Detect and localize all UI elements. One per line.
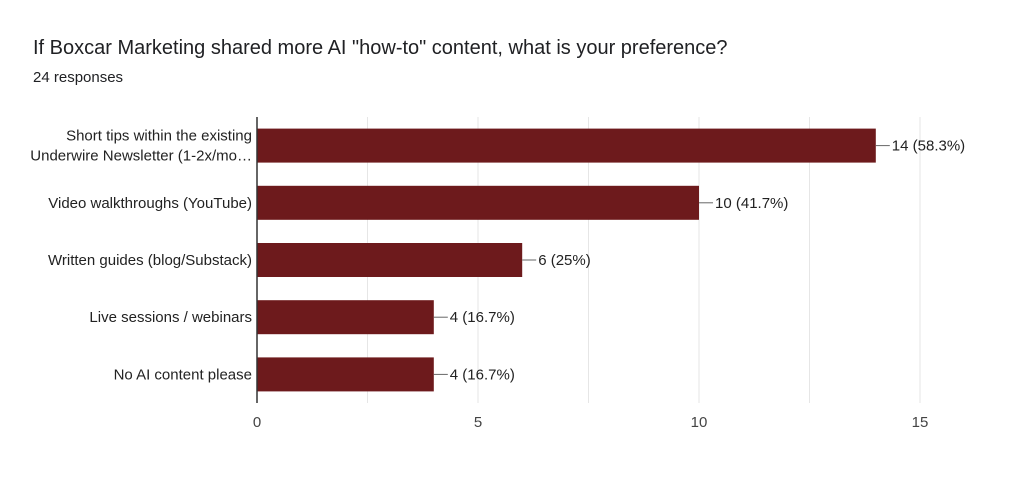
bar <box>257 128 876 163</box>
x-tick-label: 0 <box>253 414 261 431</box>
data-label: 4 (16.7%) <box>450 366 515 383</box>
data-label: 6 (25%) <box>538 252 591 269</box>
data-label: 4 (16.7%) <box>450 309 515 326</box>
x-tick-label: 15 <box>912 414 929 431</box>
category-label: Live sessions / webinars <box>89 309 252 326</box>
bar <box>257 243 523 277</box>
x-tick-label: 10 <box>691 414 708 431</box>
chart-title: If Boxcar Marketing shared more AI "how-… <box>33 37 728 59</box>
category-label: Underwire Newsletter (1-2x/mo… <box>30 148 252 165</box>
category-label: Video walkthroughs (YouTube) <box>48 195 252 212</box>
data-label: 14 (58.3%) <box>892 138 965 155</box>
bar <box>257 300 434 335</box>
x-tick-label: 5 <box>474 414 482 431</box>
data-label: 10 (41.7%) <box>715 195 788 212</box>
category-label: Written guides (blog/Substack) <box>48 252 252 269</box>
bar <box>257 357 434 392</box>
response-count: 24 responses <box>33 69 124 86</box>
category-label: Short tips within the existing <box>66 128 252 145</box>
bar <box>257 185 699 220</box>
category-label: No AI content please <box>114 366 252 383</box>
